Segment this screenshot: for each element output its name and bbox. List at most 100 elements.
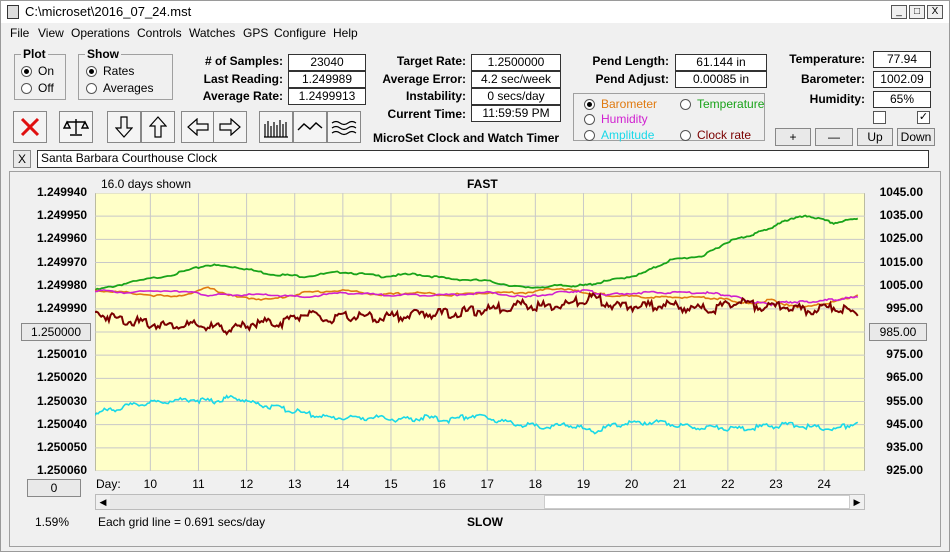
scroll-left-arrow-icon[interactable]: ◀	[96, 495, 110, 509]
show-group: Show Rates Averages	[78, 47, 173, 100]
bar-graph-button[interactable]	[259, 111, 293, 143]
plot-area	[95, 193, 865, 471]
sensor-humidity-label: Humidity	[601, 112, 648, 126]
x-axis-tick-label: 12	[239, 477, 254, 491]
scroll-right-arrow-icon[interactable]: ▶	[850, 495, 864, 509]
app-icon	[7, 5, 19, 19]
scale-minus-button[interactable]: —	[815, 128, 853, 146]
scale-down-button[interactable]: Down	[897, 128, 935, 146]
balance-button[interactable]	[59, 111, 93, 143]
x-axis-tick-label: 24	[817, 477, 831, 491]
right-reference-button[interactable]: 985.00	[869, 323, 927, 341]
left-axis-tick-label: 1.250050	[36, 439, 87, 454]
average-error-label: Average Error:	[382, 72, 466, 86]
left-reference-button[interactable]: 1.250000	[21, 323, 91, 341]
show-rates-label: Rates	[103, 64, 135, 78]
menu-file[interactable]: File	[10, 26, 30, 40]
pend-length-field: 61.144 in	[675, 54, 767, 71]
plot-group-title: Plot	[21, 47, 48, 61]
chart-panel	[9, 171, 941, 547]
menu-help[interactable]: Help	[333, 26, 358, 40]
x-axis-tick-label: 15	[384, 477, 398, 491]
wave-button[interactable]	[293, 111, 327, 143]
scale-plus-button[interactable]: +	[775, 128, 811, 146]
right-axis-tick-label: 935.00	[886, 439, 923, 454]
balance-scale-icon	[63, 119, 89, 136]
right-axis-tick-label: 1045.00	[879, 185, 923, 199]
menu-controls[interactable]: Controls	[137, 26, 182, 40]
last-reading-field: 1.249989	[288, 71, 366, 88]
sensor-humidity-radio[interactable]: Humidity	[584, 112, 648, 126]
window-title: C:\microset\2016_07_24.mst	[25, 4, 192, 19]
temperature-field: 77.94	[873, 51, 931, 68]
plot-on-label: On	[38, 64, 55, 78]
plot-off-radio[interactable]: Off	[21, 81, 54, 95]
menu-operations[interactable]: Operations	[71, 26, 130, 40]
series-line-amplitude	[95, 394, 859, 435]
left-axis-tick-label: 1.249990	[36, 300, 87, 315]
sensor-select-group: Barometer Temperature Humidity Amplitude…	[573, 93, 765, 142]
right-axis-tick-label: 975.00	[886, 347, 923, 362]
menu-gps[interactable]: GPS	[243, 26, 269, 40]
sensor-clock-rate-radio[interactable]: Clock rate	[680, 128, 751, 142]
multi-wave-button[interactable]	[327, 111, 361, 143]
plot-on-radio[interactable]: On	[21, 64, 54, 78]
show-rates-radio[interactable]: Rates	[86, 64, 134, 78]
show-group-title: Show	[85, 47, 121, 61]
instability-label: Instability:	[405, 89, 466, 103]
sensor-amplitude-label: Amplitude	[601, 128, 655, 142]
scroll-up-button[interactable]	[141, 111, 175, 143]
radio-dot	[86, 65, 97, 77]
x-axis-tick-label: 18	[528, 477, 543, 491]
sensor-barometer-radio[interactable]: Barometer	[584, 97, 657, 111]
x-axis-tick-label: 16	[432, 477, 446, 491]
sensor-barometer-label: Barometer	[601, 97, 658, 111]
menu-view[interactable]: View	[38, 26, 64, 40]
average-rate-label: Average Rate:	[202, 89, 283, 103]
menu-configure[interactable]: Configure	[274, 26, 327, 40]
arrow-left-icon	[187, 118, 209, 136]
right-axis-tick-label: 1035.00	[879, 208, 923, 223]
option-checkbox-right[interactable]: ✓	[917, 111, 930, 124]
radio-dot	[584, 113, 595, 125]
radio-dot	[680, 129, 691, 141]
radio-dot	[584, 98, 595, 110]
current-time-label: Current Time:	[387, 107, 466, 121]
left-axis-tick-label: 1.249950	[36, 208, 87, 223]
clock-name-input[interactable]: Santa Barbara Courthouse Clock	[37, 150, 929, 168]
x-axis-tick-label: 10	[143, 477, 158, 491]
clear-name-button[interactable]: X	[13, 150, 31, 168]
pend-adjust-label: Pend Adjust:	[595, 72, 669, 86]
target-rate-label: Target Rate:	[396, 54, 466, 68]
series-line-barometer	[95, 286, 859, 309]
menu-watches[interactable]: Watches	[189, 26, 236, 40]
plot-off-label: Off	[38, 81, 54, 95]
scroll-right-button[interactable]	[213, 111, 247, 143]
minimize-button[interactable]: _	[891, 5, 907, 19]
radio-dot	[21, 65, 32, 77]
close-button[interactable]: X	[927, 5, 943, 19]
option-checkbox-left[interactable]	[873, 111, 886, 124]
left-bottom-button[interactable]: 0	[27, 479, 81, 497]
x-axis-tick-label: 23	[769, 477, 783, 491]
right-axis-tick-label: 925.00	[886, 463, 923, 477]
average-rate-field: 1.2499913	[288, 88, 366, 105]
x-axis-tick-label: 17	[480, 477, 494, 491]
sensor-temperature-label: Temperature	[697, 97, 765, 111]
x-axis-tick-label: 21	[673, 477, 687, 491]
temperature-label: Temperature:	[789, 52, 865, 66]
percent-label: 1.59%	[35, 515, 70, 529]
fast-label: FAST	[467, 177, 498, 191]
horizontal-scrollbar[interactable]: ◀ ▶	[95, 494, 865, 510]
scale-up-button[interactable]: Up	[857, 128, 893, 146]
delete-button[interactable]	[13, 111, 47, 143]
scroll-down-button[interactable]	[107, 111, 141, 143]
maximize-button[interactable]: □	[909, 5, 925, 19]
radio-dot	[584, 129, 595, 141]
sensor-amplitude-radio[interactable]: Amplitude	[584, 128, 654, 142]
scroll-left-button[interactable]	[181, 111, 215, 143]
average-error-field: 4.2 sec/week	[471, 71, 561, 88]
sensor-temperature-radio[interactable]: Temperature	[680, 97, 764, 111]
scrollbar-thumb[interactable]	[544, 495, 850, 509]
show-averages-radio[interactable]: Averages	[86, 81, 153, 95]
